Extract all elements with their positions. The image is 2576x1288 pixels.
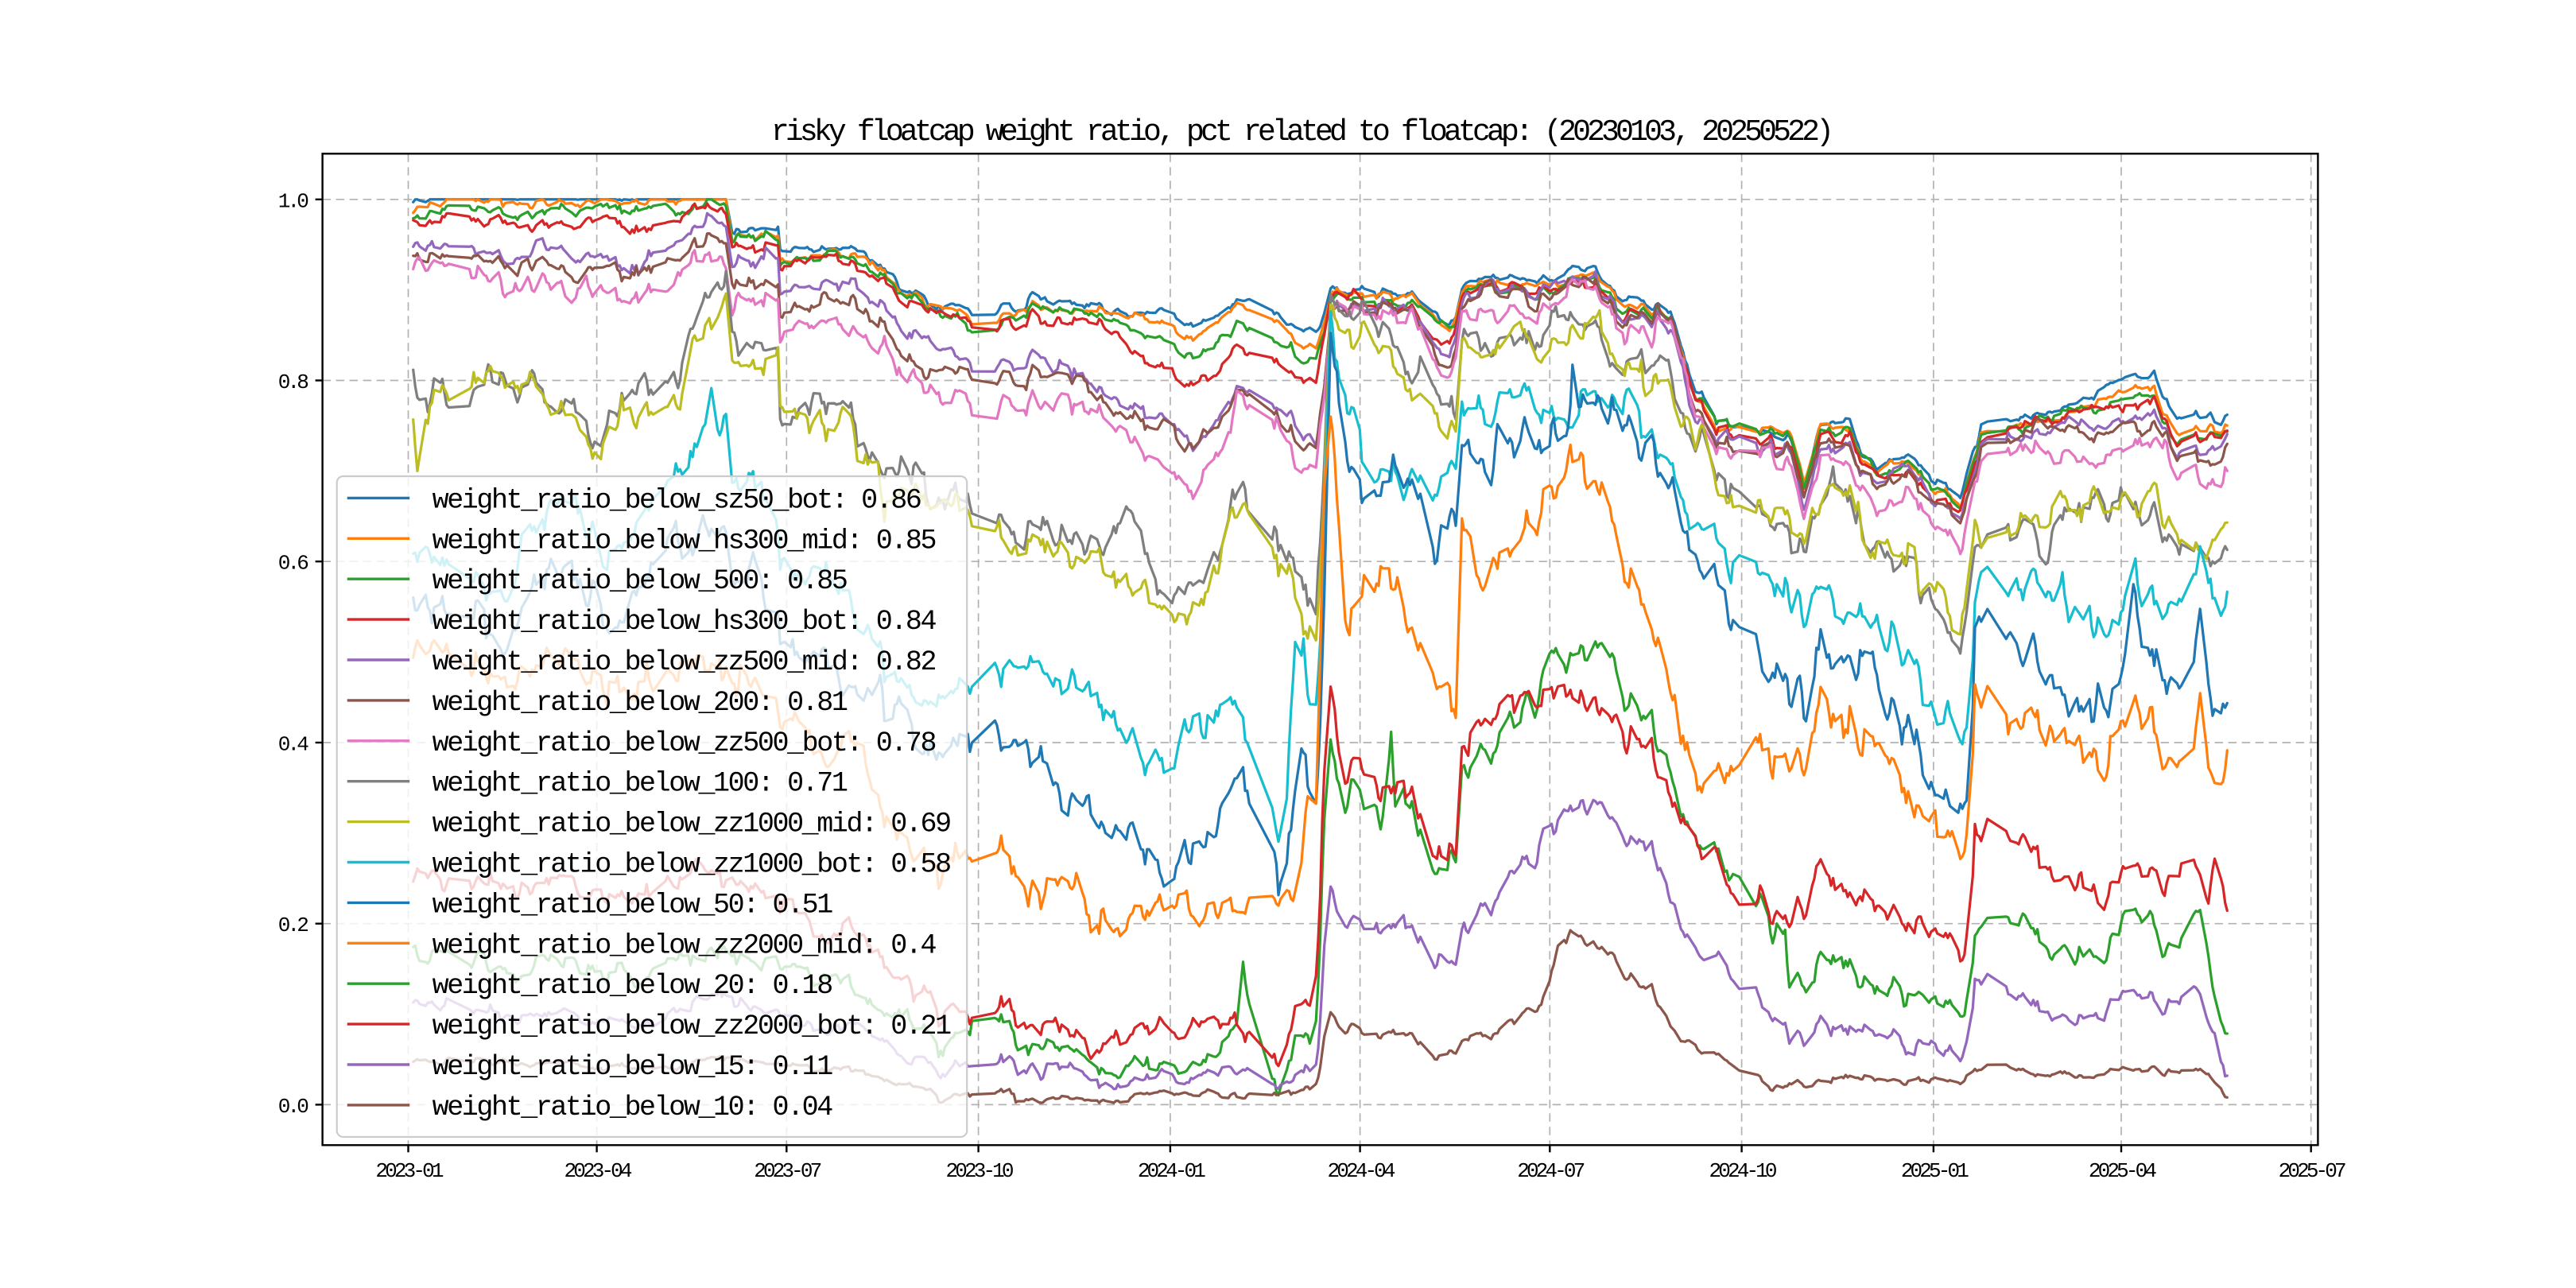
svg-text:2023-07: 2023-07 bbox=[754, 1159, 821, 1183]
svg-text:weight_ratio_below_zz1000_bot:: weight_ratio_below_zz1000_bot: 0.58 bbox=[433, 849, 951, 881]
svg-text:2024-10: 2024-10 bbox=[1709, 1159, 1776, 1183]
svg-text:weight_ratio_below_hs300_bot:: weight_ratio_below_hs300_bot: 0.84 bbox=[433, 606, 937, 638]
svg-text:0.8: 0.8 bbox=[278, 370, 308, 394]
svg-text:weight_ratio_below_zz500_mid:: weight_ratio_below_zz500_mid: 0.82 bbox=[433, 646, 936, 678]
svg-text:2025-07: 2025-07 bbox=[2279, 1159, 2345, 1183]
svg-text:2025-04: 2025-04 bbox=[2089, 1159, 2156, 1183]
svg-text:2024-07: 2024-07 bbox=[1517, 1159, 1584, 1183]
svg-text:weight_ratio_below_100: 0.71: weight_ratio_below_100: 0.71 bbox=[433, 768, 848, 800]
svg-text:weight_ratio_below_sz50_bot: 0: weight_ratio_below_sz50_bot: 0.86 bbox=[433, 484, 921, 516]
svg-text:2023-01: 2023-01 bbox=[375, 1159, 443, 1183]
svg-text:weight_ratio_below_zz1000_mid:: weight_ratio_below_zz1000_mid: 0.69 bbox=[433, 809, 951, 840]
svg-text:2023-04: 2023-04 bbox=[564, 1159, 632, 1183]
svg-text:2025-01: 2025-01 bbox=[1901, 1159, 1969, 1183]
svg-text:0.6: 0.6 bbox=[278, 552, 308, 576]
svg-text:2024-04: 2024-04 bbox=[1328, 1159, 1395, 1183]
svg-text:weight_ratio_below_hs300_mid:: weight_ratio_below_hs300_mid: 0.85 bbox=[433, 525, 936, 557]
svg-text:0.4: 0.4 bbox=[278, 733, 308, 757]
svg-text:2024-01: 2024-01 bbox=[1138, 1159, 1205, 1183]
svg-text:2023-10: 2023-10 bbox=[946, 1159, 1013, 1183]
svg-text:0.0: 0.0 bbox=[278, 1095, 308, 1119]
svg-text:1.0: 1.0 bbox=[278, 189, 308, 213]
svg-text:weight_ratio_below_50: 0.51: weight_ratio_below_50: 0.51 bbox=[433, 889, 833, 921]
svg-text:weight_ratio_below_200: 0.81: weight_ratio_below_200: 0.81 bbox=[433, 687, 848, 719]
svg-text:weight_ratio_below_zz500_bot:: weight_ratio_below_zz500_bot: 0.78 bbox=[433, 727, 936, 759]
svg-text:weight_ratio_below_zz2000_mid:: weight_ratio_below_zz2000_mid: 0.4 bbox=[433, 929, 937, 961]
svg-text:weight_ratio_below_20: 0.18: weight_ratio_below_20: 0.18 bbox=[433, 970, 832, 1002]
svg-text:0.2: 0.2 bbox=[278, 914, 308, 937]
svg-text:risky floatcap weight ratio, p: risky floatcap weight ratio, pct related… bbox=[771, 115, 1830, 149]
svg-text:weight_ratio_below_10: 0.04: weight_ratio_below_10: 0.04 bbox=[433, 1092, 833, 1123]
svg-text:weight_ratio_below_zz2000_bot:: weight_ratio_below_zz2000_bot: 0.21 bbox=[433, 1011, 952, 1042]
svg-text:weight_ratio_below_500: 0.85: weight_ratio_below_500: 0.85 bbox=[433, 565, 847, 597]
svg-text:weight_ratio_below_15: 0.11: weight_ratio_below_15: 0.11 bbox=[433, 1051, 833, 1083]
